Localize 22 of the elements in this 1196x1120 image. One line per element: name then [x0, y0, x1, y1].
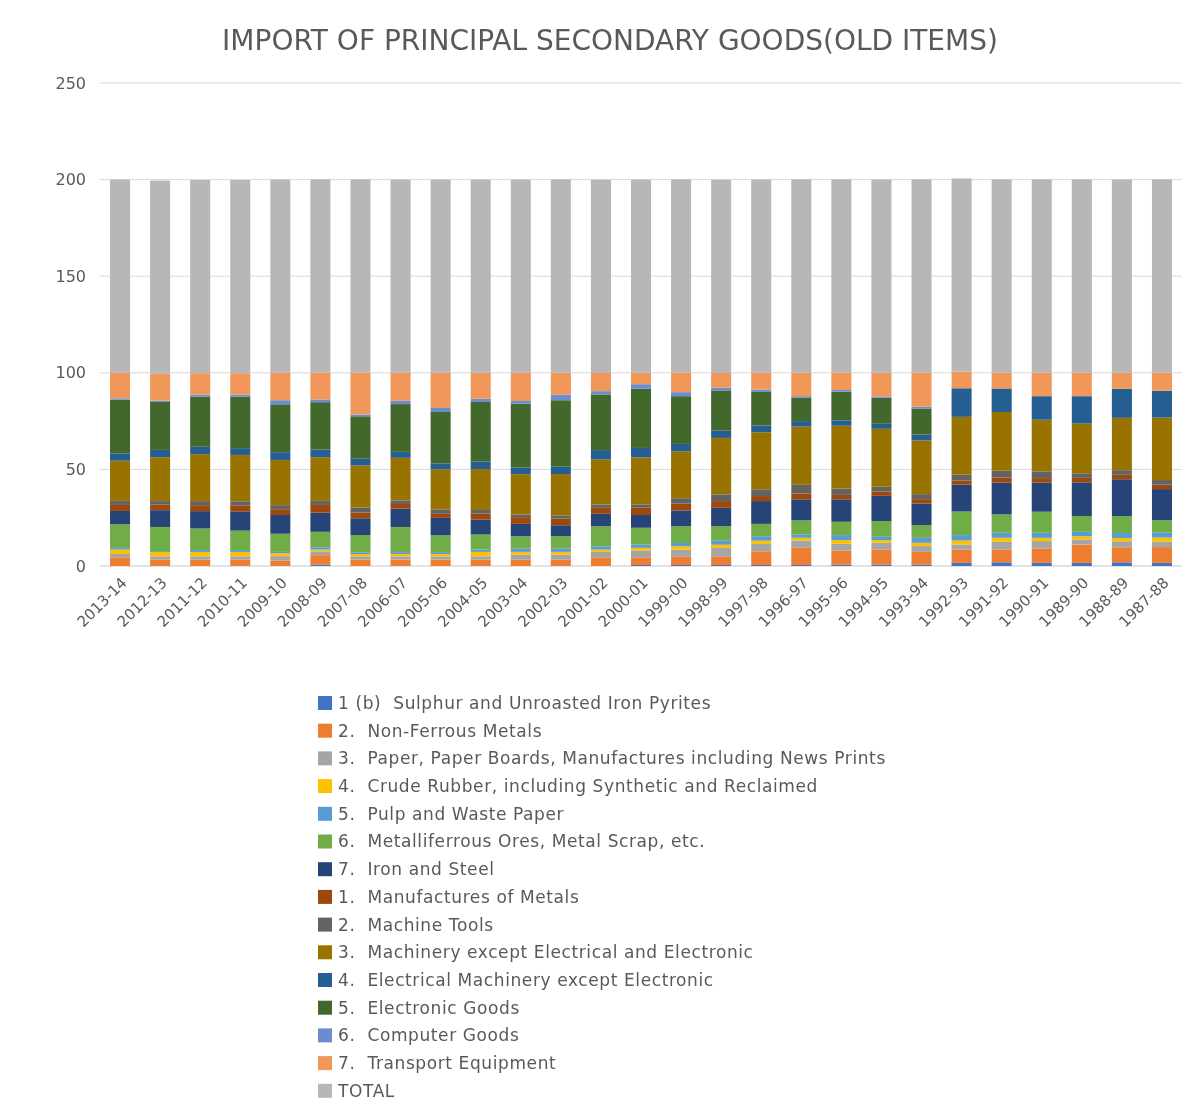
legend-label: 5. Pulp and Waste Paper	[338, 803, 565, 824]
legend-label: 6. Metalliferrous Ores, Metal Scrap, etc.	[338, 831, 706, 852]
legend-label: 4. Electrical Machinery except Electronic	[338, 969, 714, 990]
legend-label: 7. Iron and Steel	[338, 859, 495, 880]
legend-label: 3. Paper, Paper Boards, Manufactures including News Prints	[338, 748, 886, 769]
y-tick-label: 50	[65, 460, 86, 479]
legend-label: 6. Computer Goods	[338, 1025, 520, 1046]
y-tick-label: 0	[75, 556, 86, 576]
legend-label: 7. Transport Equipment	[338, 1053, 557, 1074]
legend-label: 4. Crude Rubber, including Synthetic and Reclaimed	[338, 776, 818, 797]
y-tick-label: 200	[55, 170, 86, 190]
legend-label: 5. Electronic Goods	[338, 997, 520, 1018]
legend-label: 2. Machine Tools	[338, 914, 494, 935]
y-tick-label: 100	[55, 363, 86, 383]
y-tick-label: 250	[55, 73, 86, 93]
legend-label: 3. Machinery except Electrical and Electronic	[338, 942, 754, 963]
y-tick-label: 150	[55, 266, 86, 286]
legend-label: TOTAL	[337, 1080, 395, 1101]
legend-label: 1. Manufactures of Metals	[338, 886, 580, 907]
legend-label: 2. Non-Ferrous Metals	[338, 720, 543, 741]
legend-label: 1 (b) Sulphur and Unroasted Iron Pyrites	[338, 692, 712, 713]
chart-title: IMPORT OF PRINCIPAL SECONDARY GOODS(OLD ITEMS)	[222, 24, 998, 57]
